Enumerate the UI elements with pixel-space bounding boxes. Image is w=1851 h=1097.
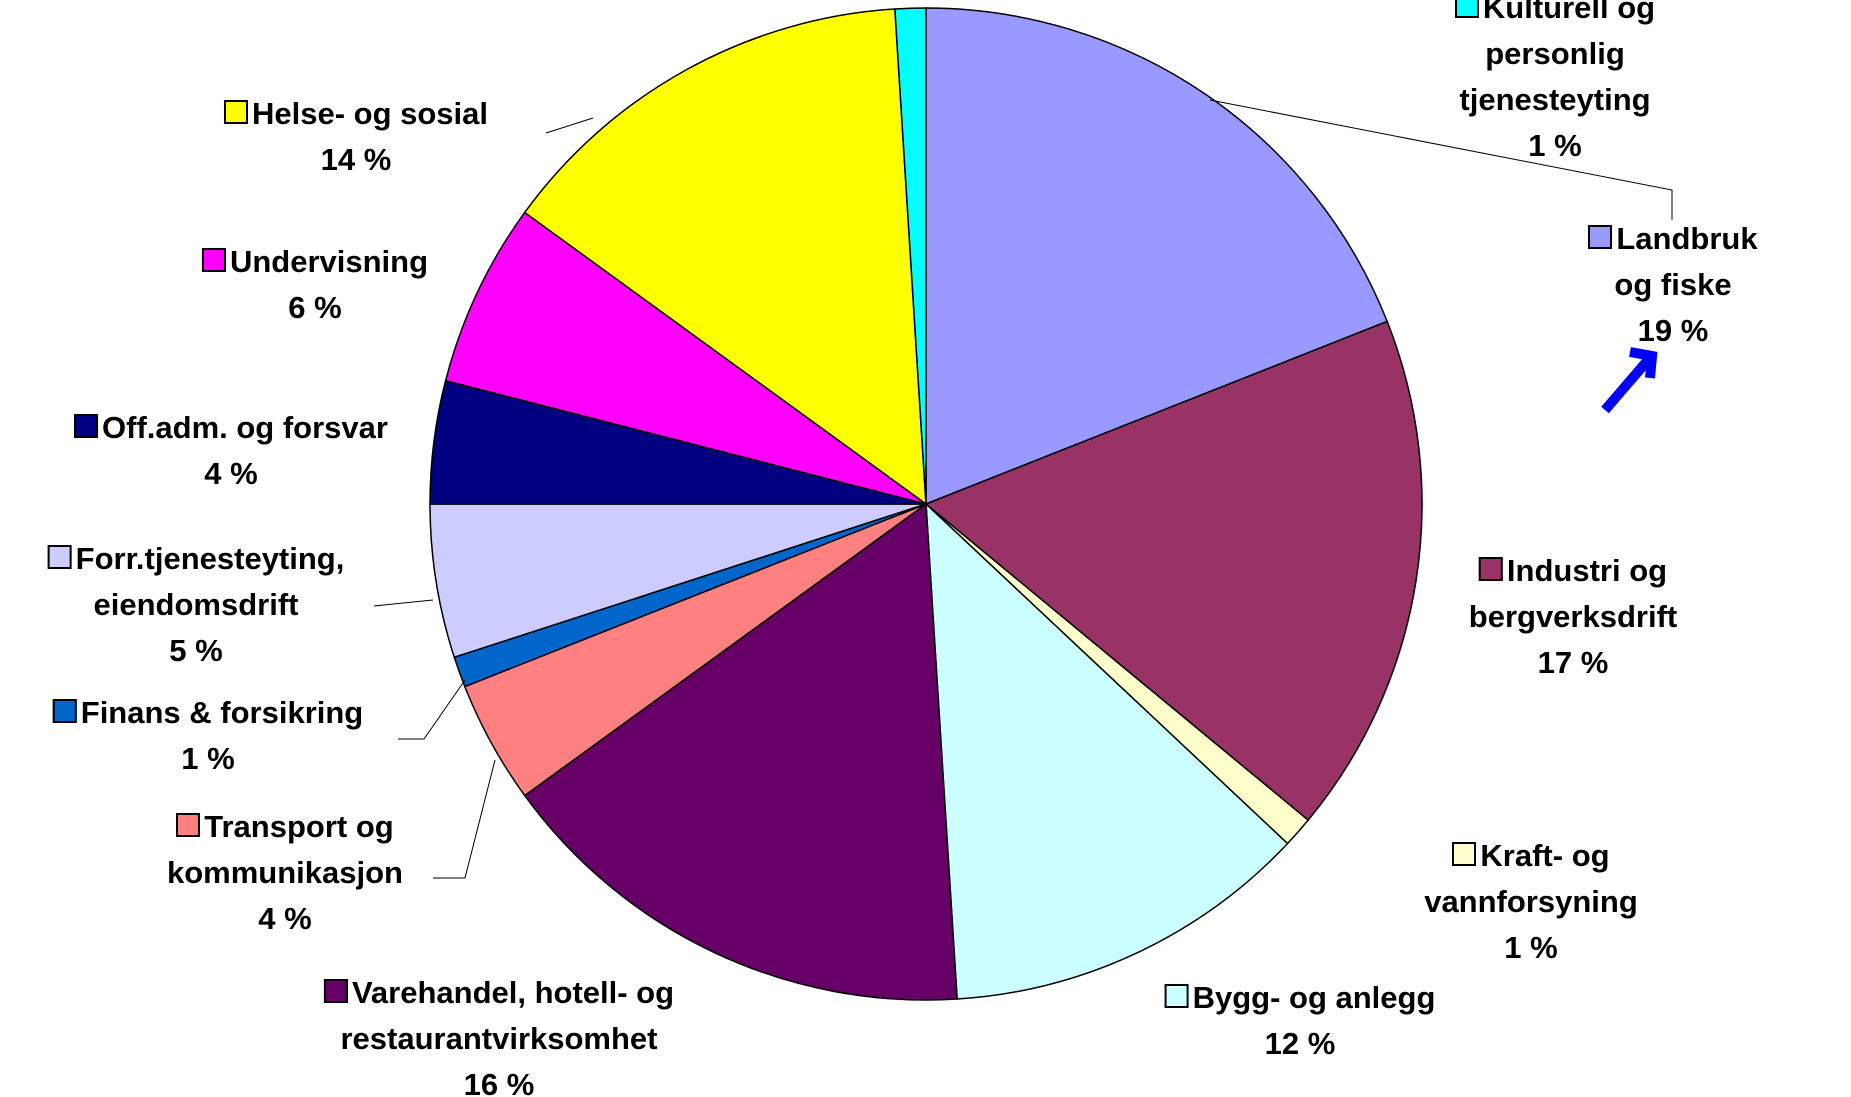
category-name: Bygg- og anlegg [1192,980,1436,1015]
value-label: 16 % [463,1067,535,1097]
category-name: Off.adm. og forsvar [102,410,388,445]
category-name: Transport og kommunikasjon [167,809,403,890]
pie-slice [924,320,1423,822]
leader-line [433,759,496,879]
legend-swatch [1164,984,1189,1008]
slice-label: Finans & forsikring 1 % [52,690,364,782]
pie-slice [925,7,1389,506]
value-label: 1 % [181,741,235,776]
category-name: Helse- og sosial [251,96,489,131]
value-label: 14 % [320,142,392,177]
legend-swatch [74,414,99,438]
legend-swatch [323,979,348,1003]
value-label: 4 % [258,901,312,936]
leader-line [545,117,594,134]
pie-slice [523,8,927,506]
value-label: 6 % [288,290,342,325]
value-label: 5 % [169,633,223,668]
legend-swatch [223,100,248,124]
legend-swatch [1478,557,1503,581]
legend-swatch [52,699,77,723]
leader-line [373,599,434,607]
pie-slice [444,211,927,505]
pie-slice [894,7,927,505]
pie-slice [429,503,927,659]
value-label: 1 % [1504,930,1558,965]
category-name: Landbruk og fiske [1614,221,1758,302]
legend-swatch [201,248,226,272]
category-name: Finans & forsikring [80,695,364,730]
value-label: 19 % [1637,313,1709,348]
slice-label: Bygg- og anlegg 12 % [1164,975,1436,1067]
legend-swatch [1588,225,1613,249]
category-name: Undervisning [229,244,429,279]
slice-label: Forr.tjenesteyting, eiendomsdrift 5 % [47,536,345,674]
arrow [1601,347,1658,414]
legend-swatch [176,813,201,837]
pie [429,7,1423,1001]
pie-slice [925,502,1289,1000]
slice-label: Kulturell og personlig tjenesteyting 1 % [1407,0,1703,169]
leader-line [1209,99,1673,220]
value-label: 1 % [1528,128,1582,163]
category-name: Kraft- og vannforsyning [1424,838,1638,919]
category-name: Forr.tjenesteyting, eiendomsdrift [75,541,345,622]
slice-label: Varehandel, hotell- og restaurantvirksom… [323,970,675,1097]
category-name: Kulturell og personlig tjenesteyting [1459,0,1656,117]
slice-label: Kraft- og vannforsyning 1 % [1371,833,1691,971]
slice-label: Helse- og sosial 14 % [223,91,489,183]
legend-swatch [47,545,72,569]
legend-swatch [1454,0,1479,18]
leader-line [398,679,466,740]
leader-lines [373,99,1673,879]
category-name: Varehandel, hotell- og restaurantvirksom… [340,975,675,1056]
value-label: 17 % [1537,645,1609,680]
slice-label: Transport og kommunikasjon 4 % [167,804,403,942]
slice-label: Undervisning 6 % [201,239,429,331]
value-label: 4 % [204,456,258,491]
slice-label: Landbruk og fiske 19 % [1584,216,1762,354]
category-name: Industri og bergverksdrift [1468,553,1678,634]
pie-slice [523,502,958,1001]
slice-label: Off.adm. og forsvar 4 % [74,405,388,497]
slice-label: Industri og bergverksdrift 17 % [1469,548,1677,686]
value-label: 12 % [1264,1026,1336,1061]
legend-swatch [1452,842,1477,866]
